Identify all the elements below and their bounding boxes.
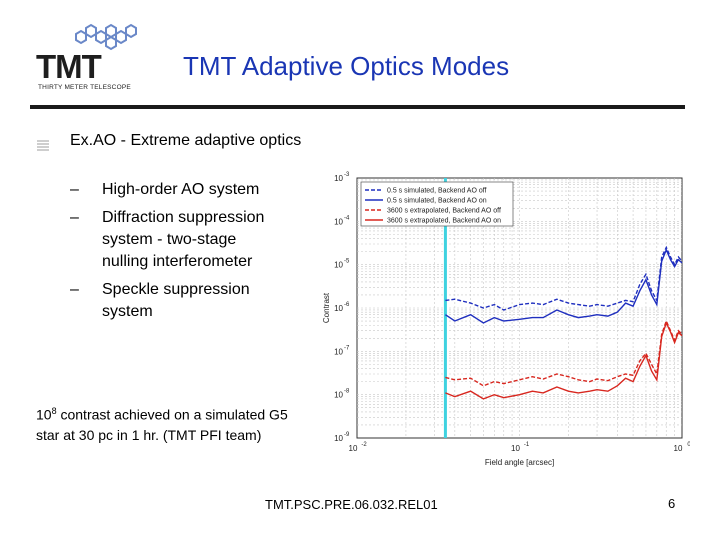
slide-title: TMT Adaptive Optics Modes (183, 51, 510, 81)
page-number: 6 (668, 496, 676, 511)
series-line-1 (445, 247, 683, 324)
bullet-icon (37, 140, 49, 151)
y-tick-exponent: -5 (344, 259, 350, 265)
footnote-text: contrast achieved on a simulated G5 (56, 406, 288, 423)
y-axis-label: Contrast (322, 292, 331, 323)
series-line-0 (445, 245, 683, 311)
tmt-logo: TMT THIRTY METER TELESCOPE (36, 22, 146, 94)
legend-box (360, 181, 514, 227)
logo-subtitle: THIRTY METER TELESCOPE (38, 84, 131, 91)
footnote-base: 10 (36, 406, 52, 423)
x-tick-exponent: 0 (687, 442, 690, 448)
main-bullet: Ex.AO - Extreme adaptive optics (70, 132, 302, 149)
series-line-3 (445, 321, 683, 400)
y-tick-label: 10 (334, 434, 343, 443)
sub-bullet-text: system - two-stage (102, 231, 237, 248)
x-axis-label: Field angle [arcsec] (485, 458, 554, 467)
sub-bullet-dash: – (70, 209, 79, 226)
sub-bullet-dash: – (70, 181, 79, 198)
x-tick-label: 10 (349, 444, 358, 453)
sub-bullet-text: system (102, 303, 153, 320)
y-tick-label: 10 (334, 174, 343, 183)
y-tick-exponent: -3 (344, 172, 350, 178)
y-tick-exponent: -4 (344, 215, 350, 221)
series-line-2 (445, 319, 683, 387)
y-tick-label: 10 (334, 304, 343, 313)
y-tick-label: 10 (334, 217, 343, 226)
y-tick-exponent: -7 (344, 345, 350, 351)
footnote-exponent: 8 (51, 406, 57, 416)
sub-bullet-text: High-order AO system (102, 181, 260, 198)
x-tick-label: 10 (511, 444, 520, 453)
sub-bullet-dash: – (70, 281, 79, 298)
y-tick-exponent: -9 (344, 432, 350, 438)
sub-bullet-text: Speckle suppression (102, 281, 250, 298)
footnote-text-line2: star at 30 pc in 1 hr. (TMT PFI team) (36, 426, 262, 443)
legend-entry: 0.5 s simulated, Backend AO on (387, 198, 487, 205)
legend-entry: 3600 s extrapolated, Backend AO off (387, 208, 501, 215)
footer-doc-id: TMT.PSC.PRE.06.032.REL01 (265, 497, 438, 512)
y-tick-label: 10 (334, 261, 343, 270)
y-tick-exponent: -6 (344, 302, 350, 308)
x-tick-exponent: -1 (524, 442, 530, 448)
sub-bullet-text: Diffraction suppression (102, 209, 265, 226)
contrast-chart: 10 -2 10 -1 10 010 -310 -410 -510 -610 -710 -810 -9F… (322, 172, 690, 467)
sub-bullet-text: nulling interferometer (102, 253, 253, 270)
x-tick-exponent: -2 (361, 442, 367, 448)
y-tick-exponent: -8 (344, 389, 350, 395)
x-tick-label: 10 (674, 444, 683, 453)
sub-bullet-3: – Speckle suppression system (70, 279, 330, 323)
legend-entry: 0.5 s simulated, Backend AO off (387, 188, 487, 195)
legend-entry: 3600 s extrapolated, Backend AO on (387, 218, 501, 225)
y-tick-label: 10 (334, 347, 343, 356)
sub-bullet-1: – High-order AO system (70, 179, 330, 201)
logo-wordmark: TMT (36, 48, 102, 85)
title-divider (30, 105, 685, 109)
hexagon-mirror-icon (75, 23, 137, 51)
footnote: 108 contrast achieved on a simulated G5 … (36, 401, 336, 445)
sub-bullet-2: – Diffraction suppression system - two-s… (70, 207, 330, 273)
y-tick-label: 10 (334, 391, 343, 400)
